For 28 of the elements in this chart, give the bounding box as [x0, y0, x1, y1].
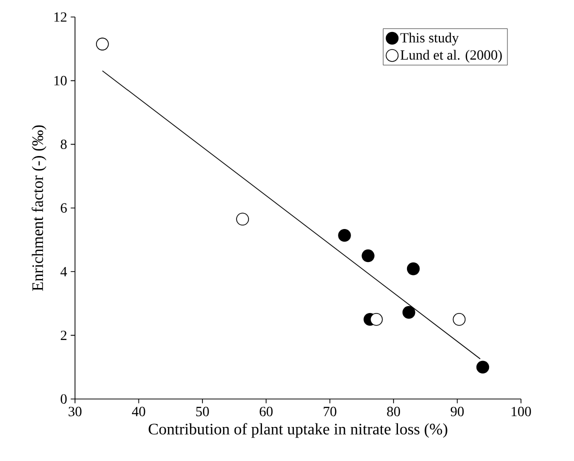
y-tick-label: 4	[60, 267, 67, 276]
x-tick-label: 100	[512, 406, 531, 416]
point	[476, 360, 490, 374]
x-tick-label: 40	[132, 406, 146, 416]
x-tick-label: 70	[324, 406, 336, 416]
point	[406, 262, 420, 276]
x-tick-label: 90	[450, 406, 464, 416]
x-tick-label: 60	[260, 406, 273, 416]
y-tick-label: 8	[60, 140, 67, 150]
point	[452, 313, 466, 326]
x-tick-label: 30	[68, 406, 82, 416]
point	[96, 38, 109, 50]
x-tick-label: 80	[387, 406, 400, 416]
legend-label: Lund et al. (2000)	[400, 50, 502, 63]
y-tick-label: 0	[60, 394, 67, 404]
point	[338, 228, 351, 242]
x-axis-title: Contribution of plant uptake in nitrate loss (%)	[148, 423, 448, 438]
point	[370, 313, 383, 326]
y-tick-label: 10	[54, 76, 67, 86]
point	[402, 306, 416, 319]
x-tick-label: 50	[196, 406, 209, 416]
y-tick-label: 12	[54, 12, 66, 22]
point	[362, 249, 374, 262]
point	[236, 212, 249, 226]
legend-label: This study	[400, 32, 459, 46]
y-tick-label: 6	[60, 203, 67, 213]
y-tick-label: 2	[60, 330, 66, 340]
y-axis-title: Enrichment factor (-) (‰)	[32, 125, 46, 291]
